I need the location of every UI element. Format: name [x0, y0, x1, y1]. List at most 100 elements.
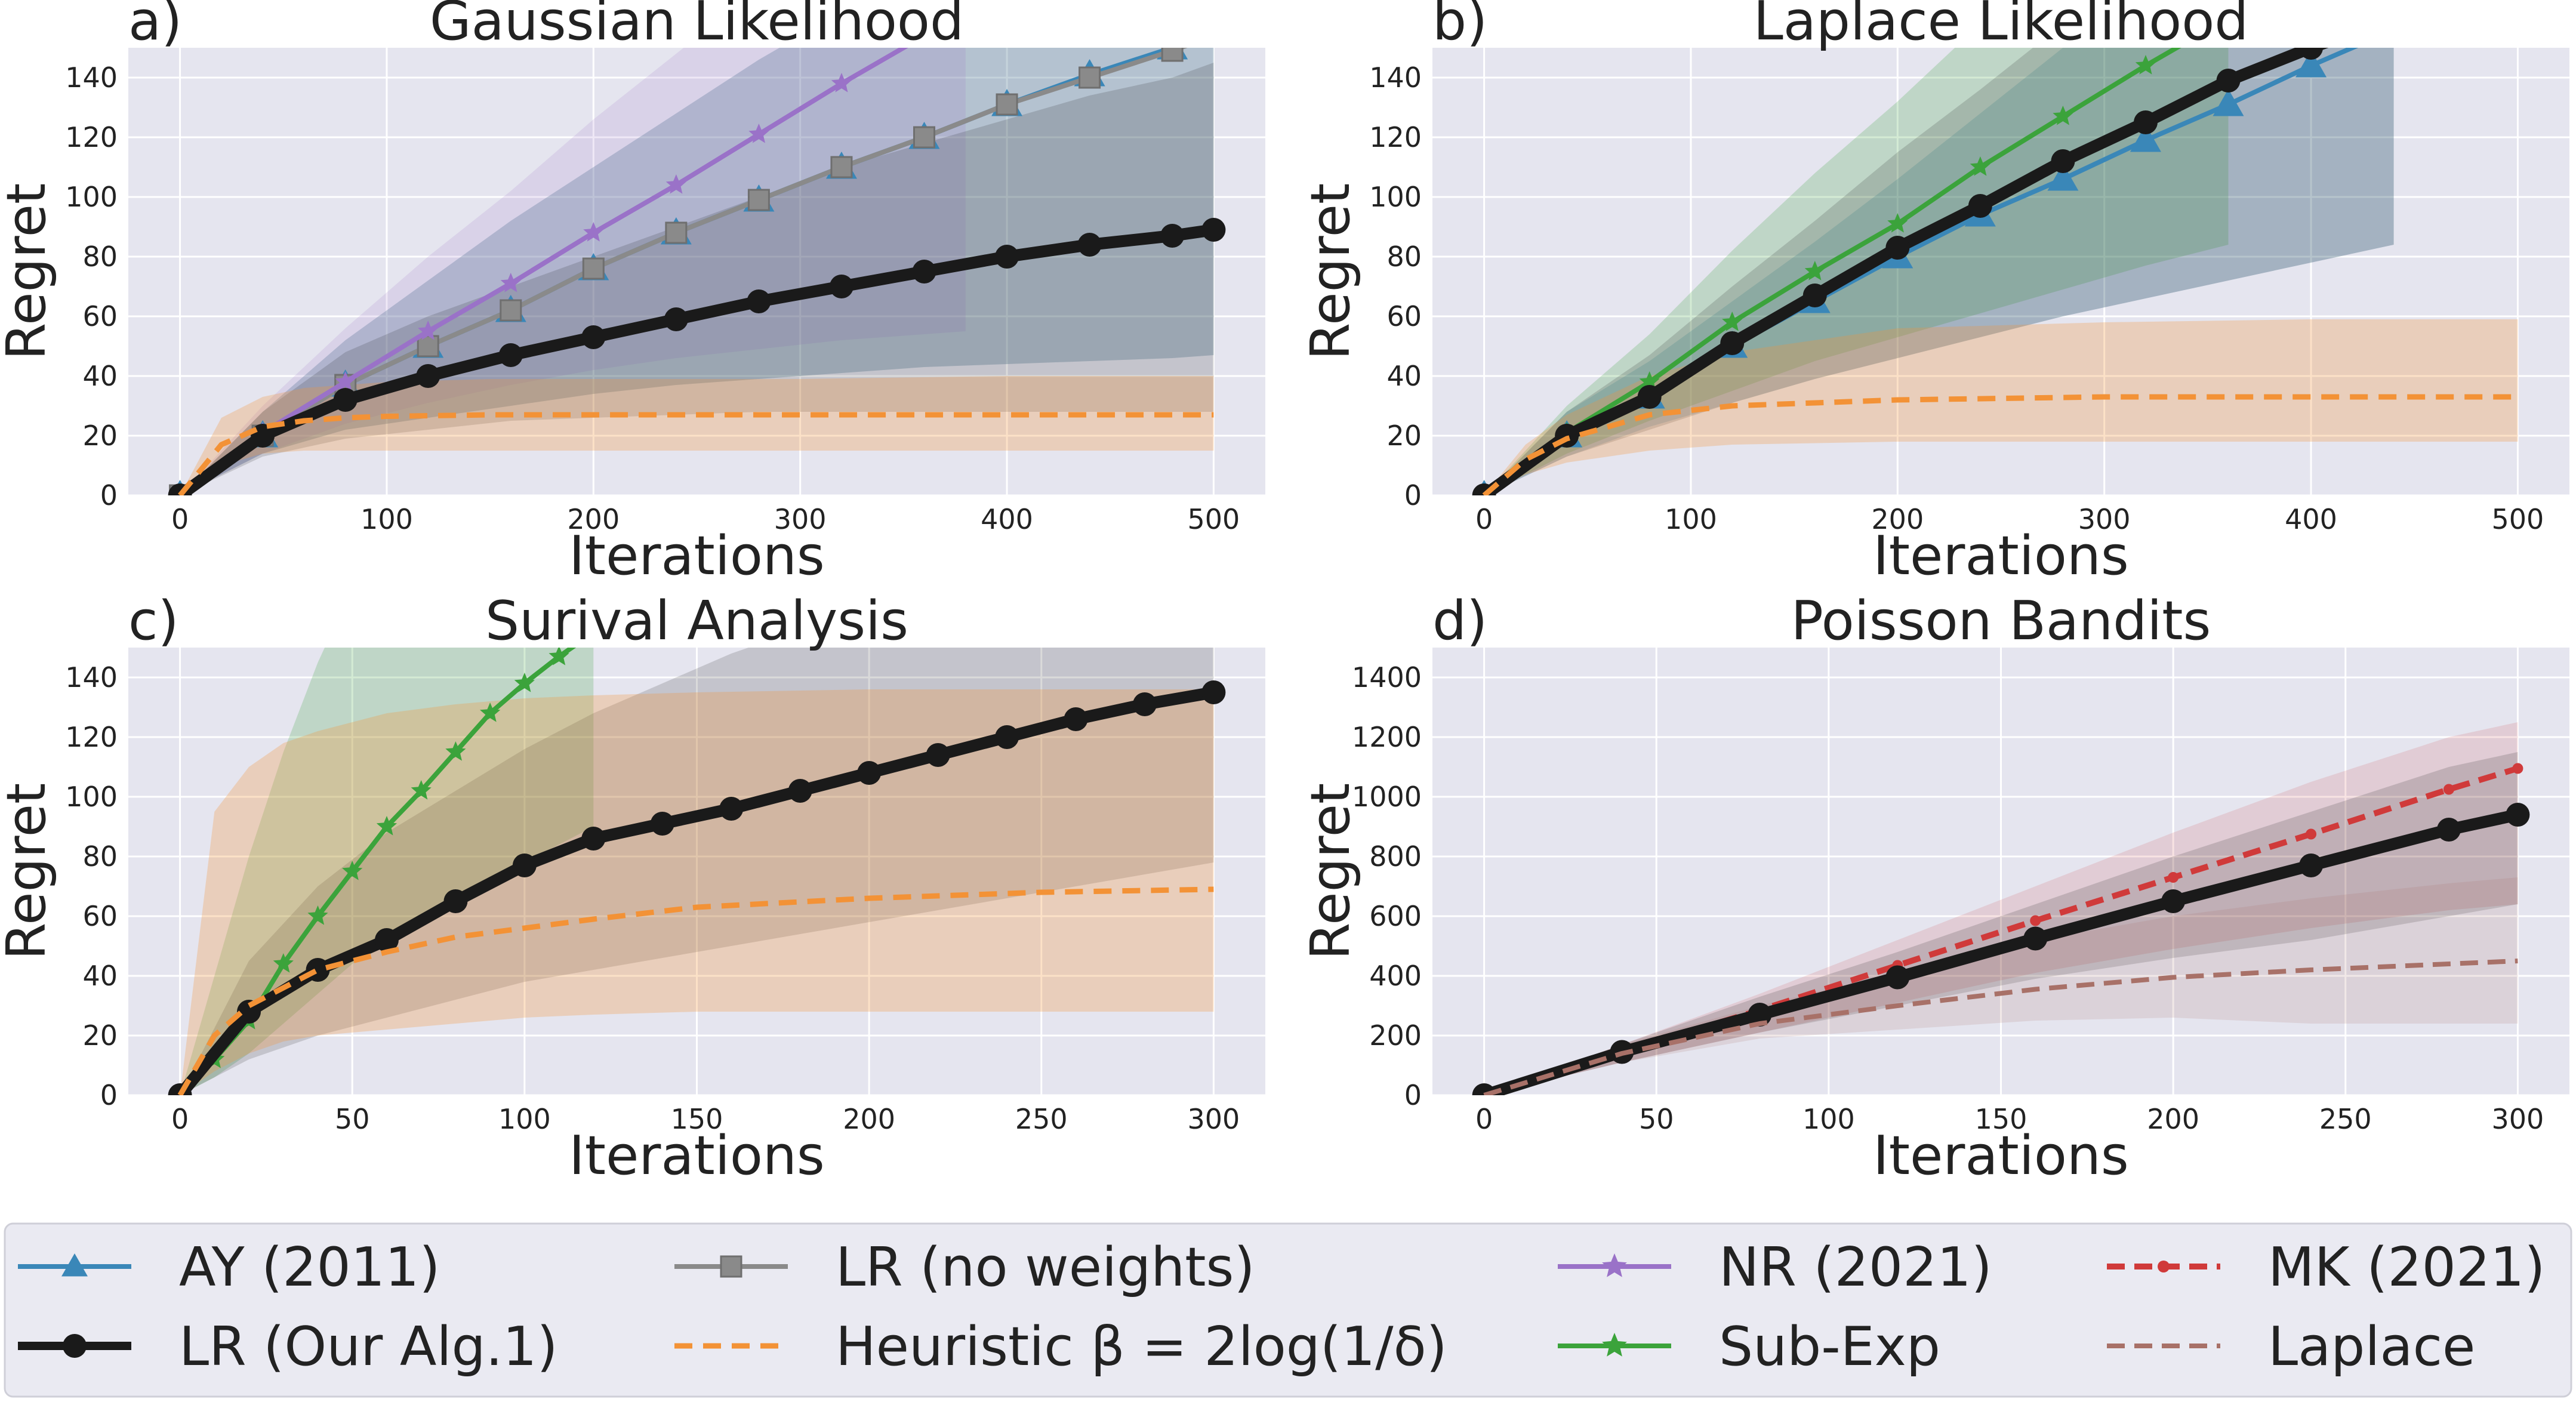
marker-lr	[1885, 236, 1910, 260]
x-tick-label: 0	[1475, 1103, 1493, 1135]
legend-box	[4, 1222, 2572, 1398]
x-tick-label: 400	[981, 503, 1033, 535]
legend-item-laplace: Laplace	[2107, 1315, 2475, 1378]
y-tick-label: 0	[1404, 1079, 1422, 1111]
marker-lrnw	[1079, 66, 1101, 89]
marker-subexp	[514, 673, 535, 692]
x-tick-label: 200	[567, 503, 620, 535]
marker-nr	[665, 174, 686, 194]
band-subexp	[180, 648, 594, 1095]
y-tick-label: 140	[65, 661, 118, 694]
x-tick-label: 50	[1639, 1103, 1674, 1135]
y-axis-label: Regret	[0, 783, 58, 960]
marker-nr	[418, 321, 439, 340]
panel-title: Gaussian Likelihood	[430, 0, 964, 53]
marker-lr	[857, 761, 882, 785]
legend-marker-ay	[61, 1253, 88, 1277]
legend-item-ay: AY (2011)	[18, 1236, 440, 1299]
marker-lrnw	[747, 189, 770, 211]
band-nr	[180, 48, 966, 495]
marker-lr	[829, 275, 853, 298]
legend-item-lr: LR (Our Alg.1)	[18, 1315, 558, 1378]
marker-lrnw	[830, 156, 853, 178]
marker-lr	[1720, 331, 1745, 355]
marker-lrnw	[500, 299, 522, 322]
marker-lr	[1077, 233, 1102, 257]
legend-label-laplace: Laplace	[2268, 1315, 2475, 1378]
marker-lrnw	[582, 257, 605, 280]
y-tick-label: 120	[65, 721, 118, 753]
y-tick-label: 60	[82, 300, 118, 332]
marker-lr	[2023, 926, 2048, 951]
y-tick-label: 100	[65, 181, 118, 213]
marker-lr	[650, 812, 674, 836]
x-tick-label: 50	[335, 1103, 370, 1135]
y-tick-label: 40	[1386, 360, 1422, 392]
x-axis-label: Iterations	[1873, 1124, 2129, 1187]
line-lr	[174, 224, 1220, 495]
marker-lr	[719, 797, 744, 821]
marker-lr	[443, 889, 468, 913]
x-tick-label: 250	[1015, 1103, 1068, 1135]
panel-title: Laplace Likelihood	[1754, 0, 2249, 53]
marker-lr	[2299, 48, 2324, 60]
marker-lr	[664, 307, 688, 331]
lines	[1472, 6, 2518, 495]
marker-lrnw	[1203, 26, 1224, 46]
marker-lrnw	[913, 126, 935, 149]
marker-subexp	[1639, 371, 1660, 391]
marker-mk	[2306, 828, 2317, 840]
series-layer	[168, 26, 1226, 495]
marker-subexp	[376, 816, 398, 836]
y-tick-label: 0	[100, 479, 118, 512]
x-tick-label: 300	[2492, 1103, 2544, 1135]
marker-lr	[1201, 218, 1226, 242]
line-subexp	[1481, 48, 2181, 495]
line-heur	[177, 886, 1214, 1095]
marker-subexp	[342, 861, 363, 880]
y-tick-label: 600	[1369, 900, 1422, 932]
marker-ay	[2378, 14, 2409, 42]
panel-letter: a)	[128, 0, 182, 53]
marker-subexp	[1804, 261, 1825, 281]
line-heur	[178, 412, 1214, 495]
y-tick-label: 40	[82, 360, 118, 392]
bands	[180, 648, 1214, 1095]
y-tick-label: 1400	[1352, 661, 1422, 694]
legend-item-heur: Heuristic β = 2log(1/δ)	[674, 1315, 1447, 1378]
y-axis-label: Regret	[1299, 783, 1362, 960]
legend-item-subexp: Sub-Exp	[1558, 1315, 1940, 1378]
y-tick-label: 400	[1369, 960, 1422, 992]
marker-subexp	[1887, 213, 1908, 233]
panel-letter: d)	[1432, 590, 1487, 652]
y-tick-label: 0	[1404, 479, 1422, 512]
marker-subexp	[273, 953, 294, 973]
band-laplace	[1484, 877, 2518, 1095]
marker-nr	[335, 371, 356, 391]
x-tick-label: 500	[2492, 503, 2544, 535]
panel-letter: b)	[1432, 0, 1487, 53]
marker-nr	[831, 73, 852, 93]
marker-lr	[2382, 6, 2406, 30]
x-tick-label: 200	[843, 1103, 895, 1135]
x-tick-label: 100	[1665, 503, 1717, 535]
y-tick-label: 100	[65, 781, 118, 813]
marker-lr	[374, 928, 399, 952]
legend-label-subexp: Sub-Exp	[1719, 1315, 1940, 1378]
y-tick-label: 80	[82, 241, 118, 273]
lines	[168, 648, 1226, 1095]
x-tick-label: 250	[2319, 1103, 2372, 1135]
band-ay	[1484, 48, 2394, 495]
x-axis-label: Iterations	[569, 1124, 825, 1187]
marker-subexp	[1970, 156, 1990, 176]
y-tick-label: 120	[1369, 121, 1422, 153]
x-tick-label: 200	[2147, 1103, 2199, 1135]
x-axis-label: Iterations	[569, 525, 825, 587]
marker-lr	[2133, 110, 2158, 134]
panel-letter: c)	[128, 590, 179, 652]
marker-subexp	[1722, 312, 1743, 331]
y-tick-label: 20	[82, 1019, 118, 1052]
marker-lrnw	[665, 221, 688, 244]
y-tick-label: 0	[100, 1079, 118, 1111]
